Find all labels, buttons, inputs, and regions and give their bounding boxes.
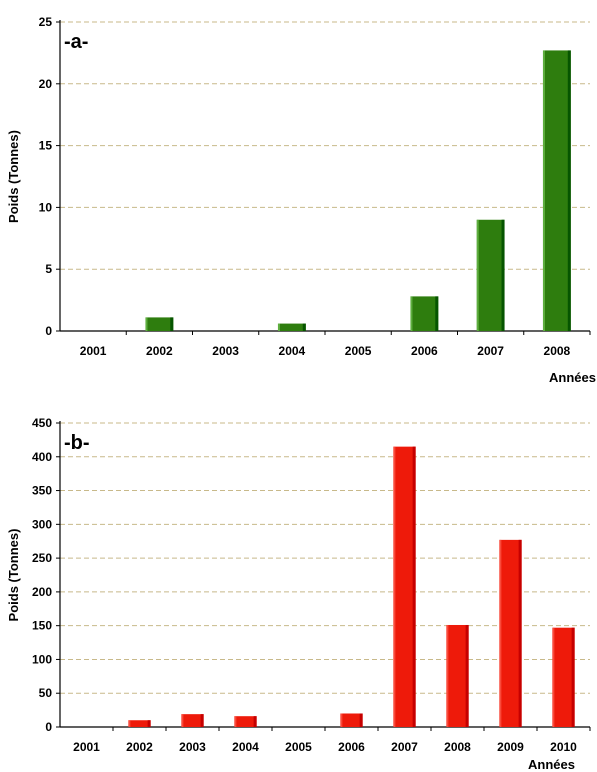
bar-side	[253, 716, 257, 727]
x-tick-label: 2001	[73, 740, 100, 754]
x-tick-label: 2007	[477, 344, 504, 358]
bar-face	[128, 720, 151, 727]
x-tick-label: 2006	[338, 740, 365, 754]
bar-highlight	[410, 296, 413, 331]
bar-highlight	[446, 624, 449, 727]
panel-label: -b-	[64, 432, 90, 454]
bar-side	[200, 714, 204, 727]
y-axis-title: Poids (Tonnes)	[6, 529, 21, 622]
bar-side	[518, 539, 522, 727]
x-tick-label: 2006	[411, 344, 438, 358]
x-axis-title: Années	[549, 370, 596, 385]
bar-highlight	[234, 716, 237, 727]
x-tick-label: 2004	[279, 344, 306, 358]
bar-face	[234, 716, 257, 727]
bar-highlight	[145, 317, 148, 331]
y-tick-label: 10	[39, 200, 53, 214]
y-tick-label: 100	[32, 652, 52, 666]
bar-side	[147, 720, 151, 727]
bar-2006	[410, 296, 439, 331]
bar-2008	[542, 50, 571, 331]
bar-2004	[234, 716, 257, 727]
bar-side	[170, 317, 174, 331]
bar-highlight	[476, 219, 479, 331]
bar-face	[476, 219, 505, 331]
y-tick-label: 5	[45, 262, 52, 276]
bar-side	[359, 713, 363, 727]
bar-2002	[145, 317, 174, 331]
chart-a-svg: 0 5 10 15 20 25 2001 2002 2003 2004 2005 2006 2007 20…	[6, 15, 596, 385]
y-tick-label: 350	[32, 484, 52, 498]
bar-highlight	[393, 446, 396, 727]
bar-side	[567, 50, 571, 331]
bar-side	[465, 624, 469, 727]
x-axis-title: Années	[528, 757, 575, 772]
y-tick-label: 15	[39, 139, 53, 153]
bar-face	[542, 50, 571, 331]
bar-2004	[277, 323, 306, 331]
y-tick-label: 250	[32, 551, 52, 565]
x-tick-label: 2002	[146, 344, 173, 358]
bar-2007	[476, 219, 505, 331]
y-tick-label: 25	[39, 15, 53, 29]
y-tick-label: 200	[32, 585, 52, 599]
y-tick-label: 50	[39, 686, 53, 700]
x-tick-label: 2008	[444, 740, 471, 754]
y-tick-label: 20	[39, 77, 53, 91]
chart-a: 0 5 10 15 20 25 2001 2002 2003 2004 2005 2006 2007 20…	[6, 15, 596, 385]
y-axis-title: Poids (Tonnes)	[6, 130, 21, 223]
bar-2010	[552, 627, 575, 727]
x-tick-label: 2003	[179, 740, 206, 754]
bar-face	[552, 627, 575, 727]
bar-side	[302, 323, 306, 331]
x-tick-label: 2005	[345, 344, 372, 358]
x-tick-label: 2008	[544, 344, 571, 358]
bar-face	[340, 713, 363, 727]
bar-face	[145, 317, 174, 331]
bar-highlight	[128, 720, 131, 727]
bar-2003	[181, 714, 204, 727]
chart-b-svg: 0 50 100 150 200 250 300 350 400 450 2001 2002 2003 2…	[6, 416, 591, 772]
bar-face	[446, 624, 469, 727]
bar-side	[435, 296, 439, 331]
bar-face	[410, 296, 439, 331]
panel-label: -a-	[64, 31, 88, 53]
bar-2008	[446, 624, 469, 727]
bar-highlight	[340, 713, 343, 727]
bar-2007	[393, 446, 416, 727]
x-tick-label: 2004	[232, 740, 259, 754]
bar-face	[181, 714, 204, 727]
y-tick-label: 0	[45, 324, 52, 338]
y-tick-label: 450	[32, 416, 52, 430]
y-tick-label: 150	[32, 619, 52, 633]
bar-face	[277, 323, 306, 331]
x-tick-label: 2002	[126, 740, 153, 754]
x-tick-label: 2003	[212, 344, 239, 358]
x-tick-label: 2007	[391, 740, 418, 754]
bar-face	[393, 446, 416, 727]
bar-side	[501, 219, 505, 331]
bar-side	[412, 446, 416, 727]
bar-side	[571, 627, 575, 727]
bar-highlight	[542, 50, 545, 331]
x-tick-label: 2009	[497, 740, 524, 754]
bar-face	[499, 539, 522, 727]
bar-2009	[499, 539, 522, 727]
bar-2006	[340, 713, 363, 727]
bar-highlight	[499, 539, 502, 727]
bar-highlight	[181, 714, 184, 727]
y-tick-label: 300	[32, 517, 52, 531]
x-tick-label: 2010	[550, 740, 577, 754]
y-tick-label: 400	[32, 450, 52, 464]
bar-2002	[128, 720, 151, 727]
bar-highlight	[552, 627, 555, 727]
chart-b: 0 50 100 150 200 250 300 350 400 450 2001 2002 2003 2…	[0, 400, 597, 772]
x-tick-label: 2001	[80, 344, 107, 358]
bar-highlight	[277, 323, 280, 331]
x-tick-label: 2005	[285, 740, 312, 754]
y-tick-label: 0	[45, 720, 52, 734]
